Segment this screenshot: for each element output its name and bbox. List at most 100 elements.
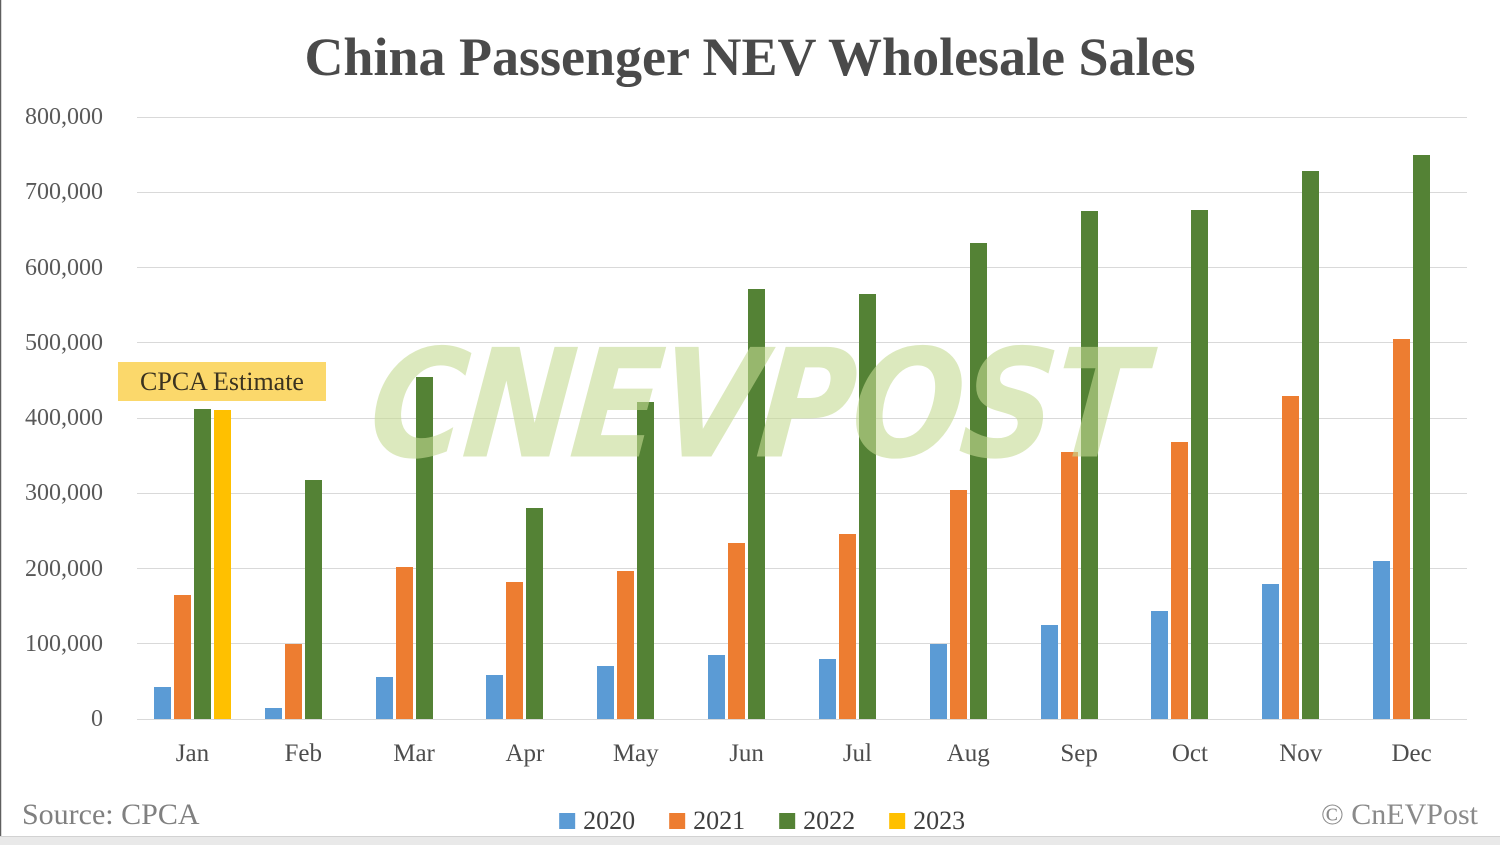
bar-slot	[395, 567, 413, 719]
x-tick-label-aug: Aug	[946, 740, 990, 767]
x-tick-label-apr: Apr	[505, 740, 545, 767]
bar-2022-jul	[858, 293, 876, 719]
bar-2022-feb	[304, 480, 322, 719]
chart-legend: 2020 2021 2022 2023	[559, 806, 965, 836]
bar-2022-apr	[526, 508, 544, 719]
bar-2022-aug	[969, 243, 987, 719]
bar-2020-mar	[375, 676, 393, 719]
bar-2022-jun	[748, 289, 766, 719]
bar-slot	[858, 293, 876, 719]
bar-slot	[1171, 442, 1189, 719]
bar-2021-feb	[284, 643, 302, 719]
x-tick-label-nov: Nov	[1279, 740, 1323, 767]
bar-2020-dec	[1373, 560, 1391, 719]
bar-slot	[1302, 171, 1320, 719]
bar-group-may	[580, 117, 691, 719]
bar-slot	[949, 490, 967, 719]
x-tick-label-oct: Oct	[1171, 740, 1208, 767]
legend-item-2022: 2022	[779, 806, 855, 836]
legend-item-2023: 2023	[889, 806, 965, 836]
bar-slot	[818, 658, 836, 719]
bar-slot	[1282, 396, 1300, 719]
legend-swatch-2023	[889, 813, 906, 829]
y-tick-label: 200,000	[25, 555, 103, 582]
bar-slot	[486, 675, 504, 719]
bar-2021-oct	[1171, 442, 1189, 719]
x-tick-label-dec: Dec	[1391, 740, 1432, 767]
bar-group-mar	[359, 117, 470, 719]
bar-group-dec	[1356, 117, 1467, 719]
bar-2022-mar	[415, 376, 433, 719]
bar-2023-jan	[213, 410, 231, 719]
y-tick-label: 300,000	[25, 480, 103, 507]
source-note: Source: CPCA	[22, 798, 200, 831]
bar-group-aug	[913, 117, 1024, 719]
bar-slot	[728, 542, 746, 719]
bar-slot	[213, 410, 231, 719]
bar-slot	[1080, 211, 1098, 719]
bar-slot	[708, 655, 726, 719]
y-tick-label: 500,000	[25, 329, 103, 356]
bar-2020-feb	[264, 707, 282, 719]
bar-group-apr	[470, 117, 581, 719]
bar-2020-jan	[153, 687, 171, 719]
bar-slot	[1393, 339, 1411, 719]
chart-title: China Passenger NEV Wholesale Sales	[304, 27, 1196, 87]
y-tick-label: 600,000	[25, 254, 103, 281]
legend-label-2020: 2020	[583, 806, 636, 835]
bar-2021-jul	[838, 533, 856, 719]
bar-slot	[1262, 583, 1280, 719]
bar-2021-mar	[395, 567, 413, 719]
legend-swatch-2021	[669, 813, 686, 829]
gridline	[137, 267, 1467, 268]
bar-group-jun	[691, 117, 802, 719]
bar-slot	[153, 687, 171, 719]
y-tick-label: 700,000	[25, 179, 103, 206]
bar-2022-may	[637, 402, 655, 719]
gridline	[137, 718, 1467, 720]
plot-area	[137, 116, 1467, 720]
y-tick-label: 800,000	[25, 104, 103, 130]
bar-slot	[1191, 210, 1209, 719]
x-tick-label-may: May	[612, 740, 659, 767]
x-tick-label-jun: Jun	[729, 740, 764, 767]
legend-swatch-2022	[779, 813, 796, 829]
x-tick-label-mar: Mar	[393, 740, 435, 767]
gridline	[137, 191, 1467, 193]
bar-slot	[173, 594, 191, 719]
bar-slot	[304, 480, 322, 719]
bar-slot	[284, 643, 302, 719]
y-tick-label: 100,000	[25, 630, 103, 657]
bar-2021-sep	[1060, 451, 1078, 719]
bar-slot	[1060, 451, 1078, 719]
gridline	[137, 116, 1467, 118]
legend-label-2023: 2023	[913, 806, 966, 835]
x-tick-label-jul: Jul	[842, 740, 872, 767]
bar-slot	[1040, 624, 1058, 719]
cpca-estimate-callout: CPCA Estimate	[118, 362, 326, 401]
bar-group-oct	[1135, 117, 1246, 719]
bar-group-jan	[137, 117, 248, 719]
bar-slot	[969, 243, 987, 719]
bar-2021-dec	[1393, 339, 1411, 719]
bar-group-sep	[1024, 117, 1135, 719]
bar-2022-sep	[1080, 211, 1098, 719]
y-tick-label: 0	[91, 706, 103, 732]
x-tick-label-sep: Sep	[1060, 740, 1098, 767]
bar-2022-nov	[1302, 171, 1320, 719]
bar-group-feb	[248, 117, 359, 719]
bar-slot	[415, 376, 433, 719]
bar-2021-aug	[949, 490, 967, 719]
bar-slot	[1373, 560, 1391, 719]
bar-slot	[1151, 610, 1169, 719]
page-bottom-strip	[0, 836, 1500, 845]
bar-2021-jan	[173, 594, 191, 719]
bar-slot	[526, 508, 544, 719]
bar-slot	[1413, 154, 1431, 719]
bar-2021-jun	[728, 542, 746, 719]
bar-2020-aug	[929, 643, 947, 719]
legend-swatch-2020	[559, 813, 576, 829]
gridline	[137, 643, 1467, 645]
bar-2021-may	[617, 570, 635, 719]
